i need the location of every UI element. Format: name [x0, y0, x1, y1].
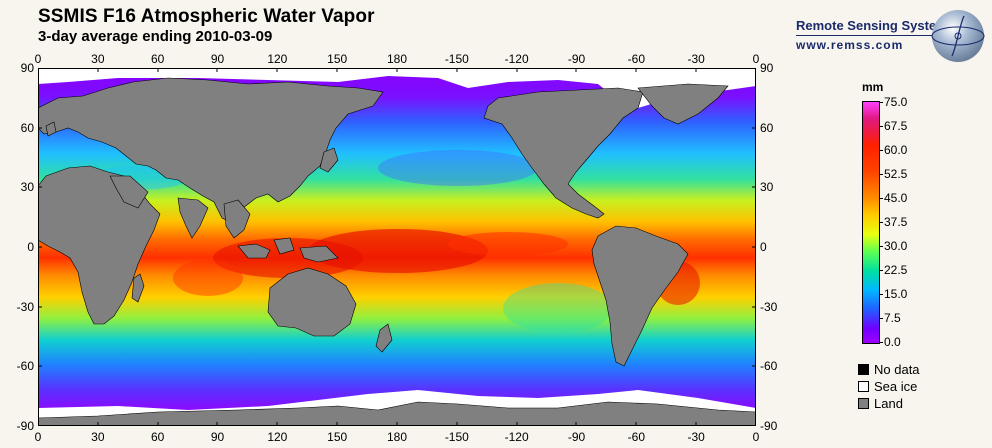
colorbar-tick-mark	[879, 342, 883, 343]
colorbar	[862, 101, 880, 344]
latitude-label: -90	[16, 419, 34, 433]
latitude-label: 30	[20, 180, 34, 195]
colorbar-tick-mark	[879, 222, 883, 223]
legend-swatch-land	[858, 398, 869, 409]
latitude-label: -90	[760, 419, 778, 433]
latitude-label: -60	[760, 359, 778, 374]
colorbar-tick-mark	[879, 318, 883, 319]
colorbar-tick-label: 67.5	[884, 119, 908, 133]
longitude-label: -30	[687, 52, 705, 66]
longitude-label: 30	[91, 52, 105, 66]
axis-tick-marks	[38, 68, 756, 426]
legend-label-no-data: No data	[874, 362, 920, 377]
longitude-label: 180	[386, 430, 408, 444]
colorbar-tick-label: 75.0	[884, 95, 908, 109]
globe-logo-icon	[931, 10, 985, 62]
longitude-label: 60	[150, 430, 165, 444]
longitude-label: -90	[567, 52, 586, 66]
latitude-label: -30	[16, 299, 34, 314]
map-svg	[38, 68, 756, 426]
longitude-label: -150	[444, 52, 469, 66]
colorbar-tick-mark	[879, 150, 883, 151]
colorbar-tick-mark	[879, 198, 883, 199]
longitude-label: 30	[91, 430, 105, 444]
latitude-label: -60	[16, 359, 34, 374]
longitude-label: -60	[627, 430, 645, 444]
dry-region	[503, 283, 613, 333]
colorbar-tick-label: 52.5	[884, 167, 908, 181]
colorbar-tick-mark	[879, 126, 883, 127]
arctic-sea-ice	[38, 68, 756, 108]
legend-item-no-data: No data	[858, 362, 920, 377]
water-vapor-map	[38, 68, 756, 426]
longitude-label: -90	[567, 430, 586, 444]
colorbar-tick-label: 15.0	[884, 287, 908, 301]
longitude-label: -150	[444, 430, 469, 444]
longitude-label: 0	[752, 430, 760, 444]
legend-label-land: Land	[874, 396, 903, 411]
latitude-label: 60	[20, 120, 34, 135]
legend-item-sea-ice: Sea ice	[858, 379, 917, 394]
org-branding[interactable]: Remote Sensing Systems www.remss.com	[796, 18, 956, 52]
longitude-label: -120	[504, 430, 529, 444]
org-divider	[796, 35, 951, 36]
colorbar-tick-label: 0.0	[884, 335, 901, 349]
colorbar-tick-mark	[879, 246, 883, 247]
colorbar-tick-label: 60.0	[884, 143, 908, 157]
colorbar-unit: mm	[862, 80, 884, 94]
colorbar-tick-mark	[879, 174, 883, 175]
longitude-label: 90	[210, 430, 225, 444]
moisture-band	[448, 232, 568, 256]
longitude-label: 60	[150, 52, 165, 66]
latitude-label: 30	[760, 180, 774, 195]
longitude-label: -120	[504, 52, 529, 66]
legend-item-land: Land	[858, 396, 903, 411]
longitude-label: -60	[627, 52, 645, 66]
colorbar-gradient	[863, 102, 879, 343]
map-title: SSMIS F16 Atmospheric Water Vapor	[38, 6, 375, 27]
longitude-label: 120	[267, 52, 288, 66]
longitude-label: 90	[210, 52, 225, 66]
org-url-link[interactable]: www.remss.com	[796, 38, 904, 52]
longitude-label: 0	[34, 52, 42, 66]
latitude-label: 90	[760, 61, 774, 75]
longitude-label: 0	[752, 52, 760, 66]
colorbar-tick-mark	[879, 270, 883, 271]
colorbar-tick-label: 45.0	[884, 191, 908, 205]
legend-label-sea-ice: Sea ice	[874, 379, 918, 394]
latitude-label: 0	[27, 240, 34, 254]
latitude-label: 90	[20, 61, 34, 75]
colorbar-tick-mark	[879, 294, 883, 295]
legend-swatch-no-data	[858, 364, 869, 375]
land-masses	[38, 77, 756, 426]
longitude-label: 150	[327, 52, 348, 66]
legend-swatch-sea-ice	[858, 381, 869, 392]
dry-region	[378, 150, 538, 186]
longitude-label: 120	[267, 430, 288, 444]
latitude-label: 0	[760, 240, 767, 254]
longitude-label: 150	[327, 430, 348, 444]
colorbar-tick-label: 37.5	[884, 215, 908, 229]
longitude-label: 0	[34, 430, 42, 444]
latitude-label: -30	[760, 299, 778, 314]
colorbar-tick-mark	[879, 102, 883, 103]
colorbar-tick-label: 30.0	[884, 239, 908, 253]
latitude-label: 60	[760, 120, 774, 135]
colorbar-tick-label: 7.5	[884, 311, 901, 325]
longitude-label: 180	[386, 52, 408, 66]
longitude-label: -30	[687, 430, 705, 444]
map-subtitle: 3-day average ending 2010-03-09	[38, 28, 273, 45]
colorbar-tick-label: 22.5	[884, 263, 908, 277]
org-name: Remote Sensing Systems	[796, 18, 955, 33]
moisture-band	[173, 260, 243, 296]
